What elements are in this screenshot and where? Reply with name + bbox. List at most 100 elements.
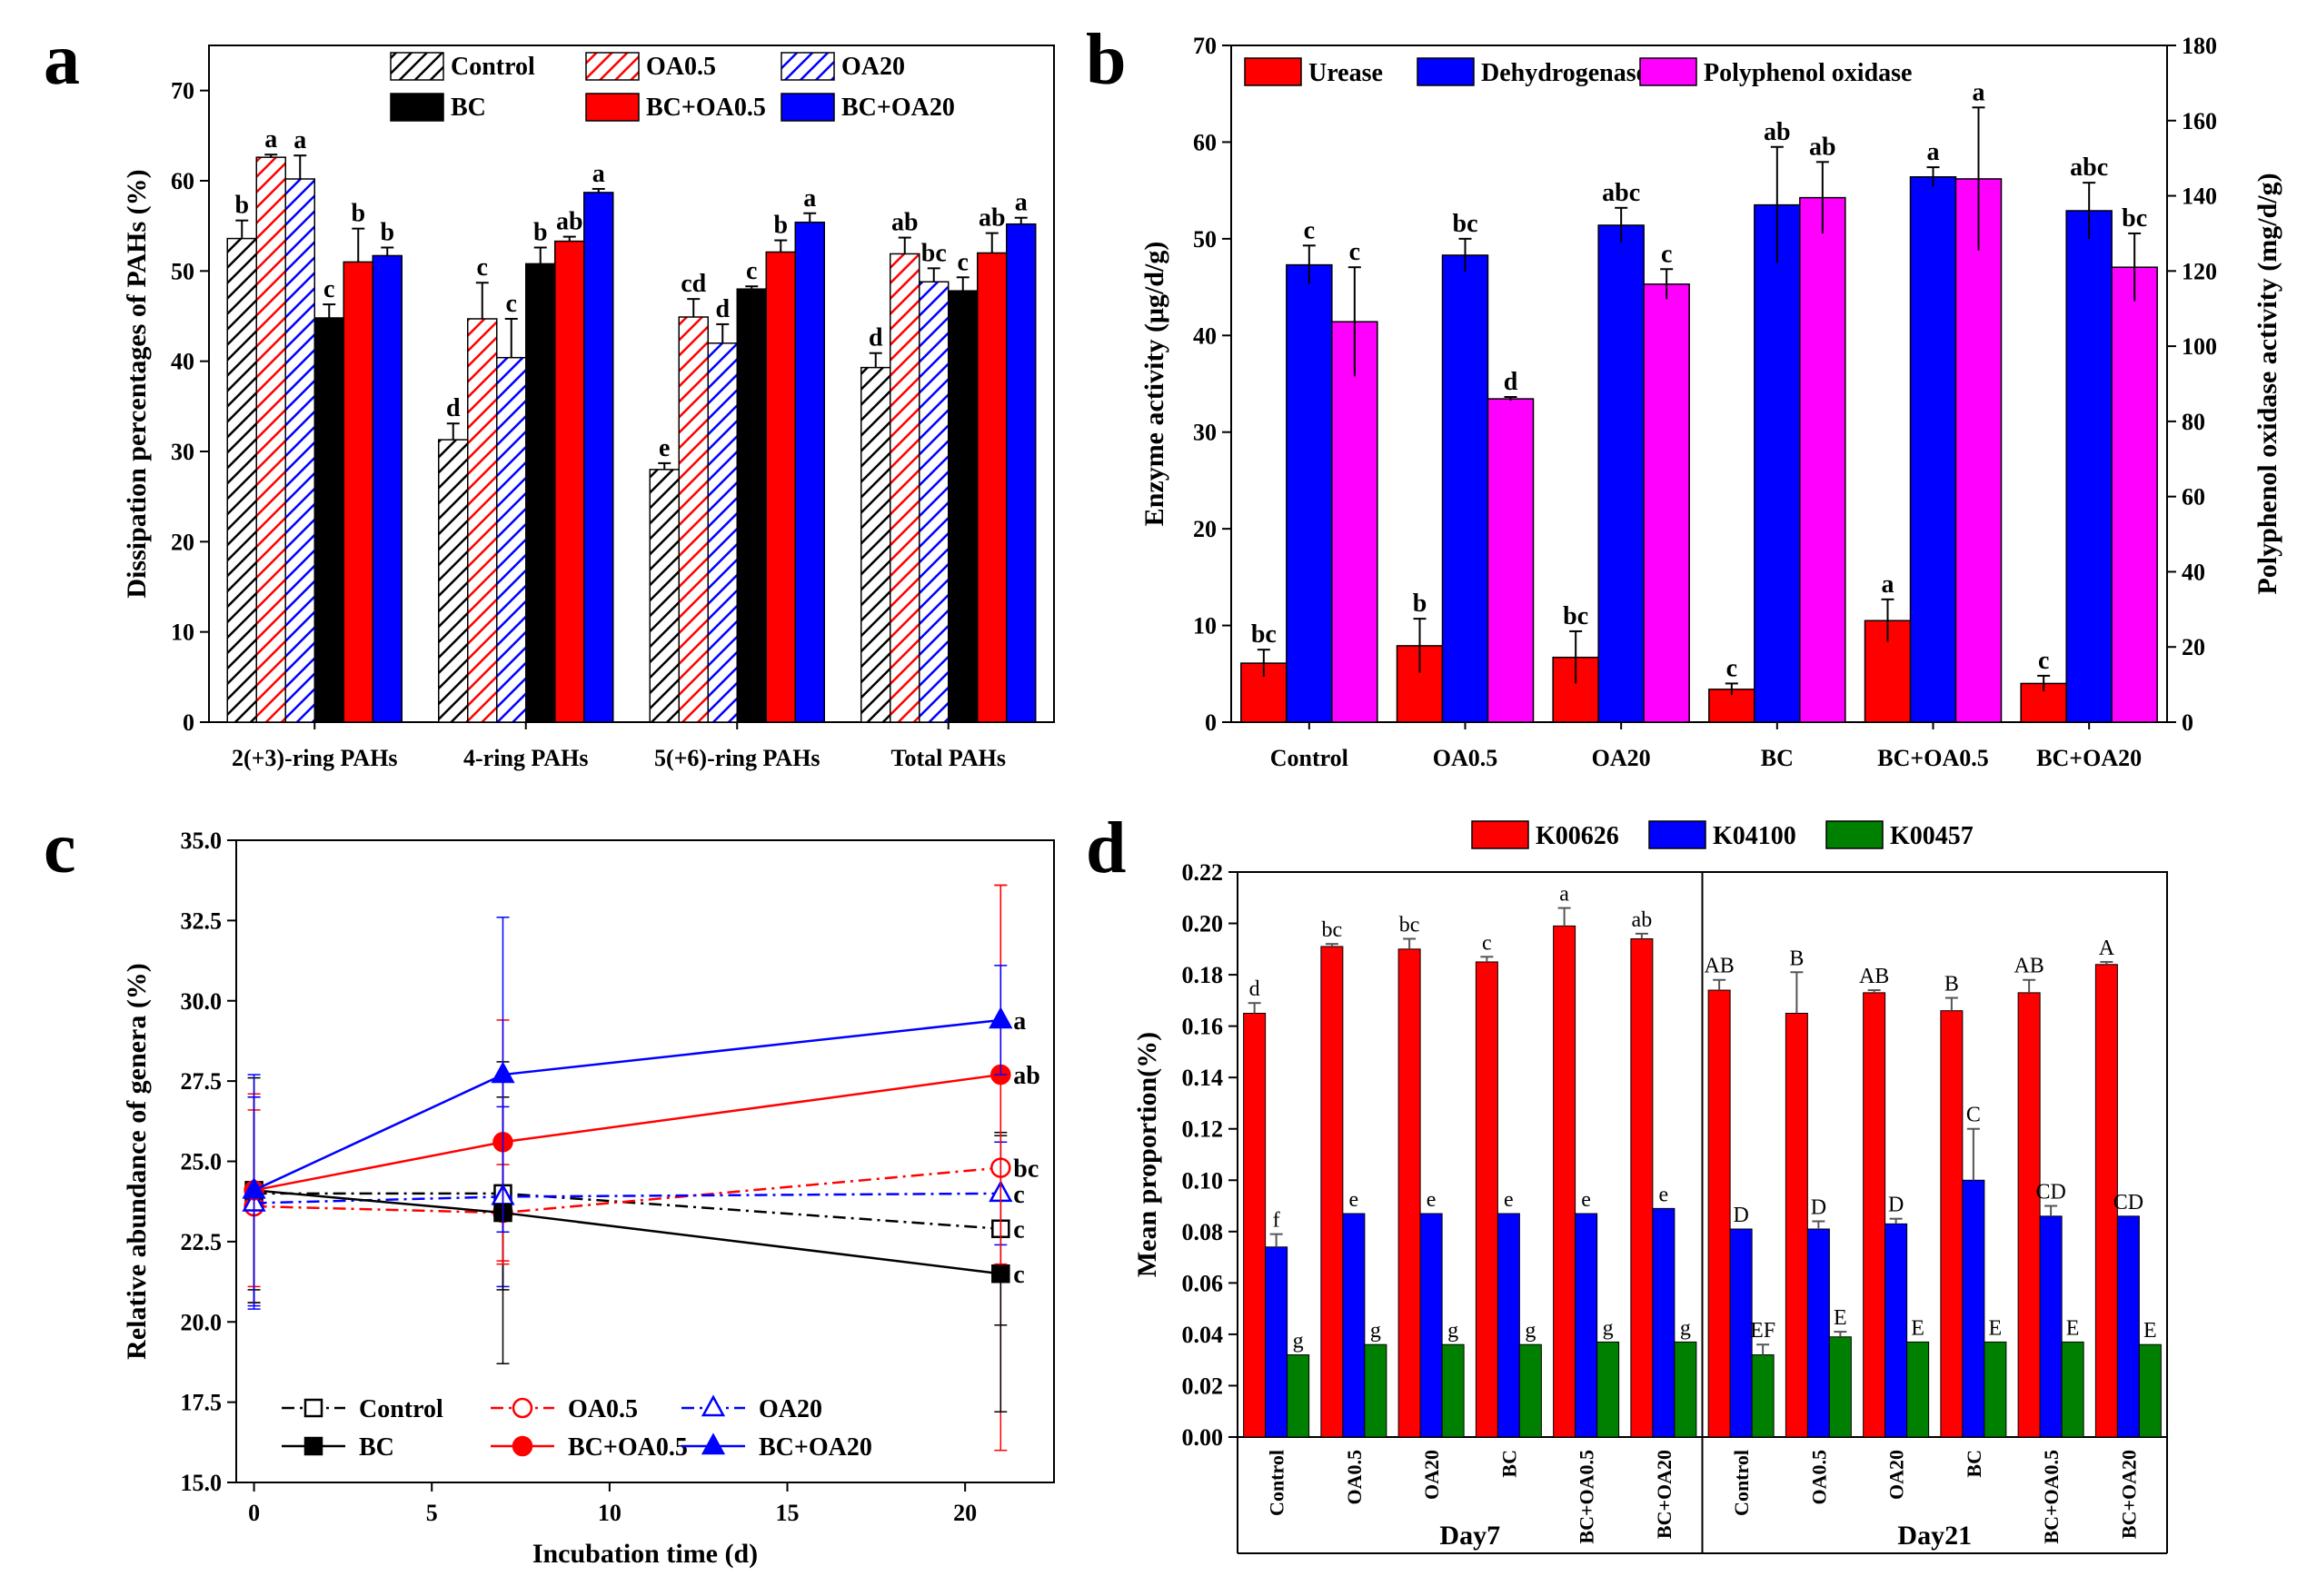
sig-label: E [2066, 1316, 2080, 1340]
y-axis-label: Dissipation percentages of PAHs (%) [122, 169, 152, 598]
sig-label: c [1349, 238, 1360, 266]
sig-label: d [1504, 368, 1518, 396]
legend-swatch-oa0-5 [585, 52, 640, 81]
bar-k04100-6 [1729, 1228, 1753, 1438]
sig-label: a [1882, 570, 1894, 599]
legend-swatch-bc [390, 93, 444, 122]
y-tick-label: 60 [171, 168, 194, 194]
x-tick-label: 5(+6)-ring PAHs [654, 745, 820, 771]
bar-k00457-4 [1596, 1341, 1620, 1438]
sig-label: a [803, 184, 816, 213]
bar-oa0-5-3 [890, 253, 920, 723]
legend-marker-control [303, 1398, 323, 1418]
x-tick-label: Control [1270, 745, 1348, 771]
sig-label: g [1447, 1319, 1458, 1343]
bar-bc-oa0-5-1 [554, 240, 585, 723]
x-tick-label: BC+OA20 [2117, 1450, 2140, 1539]
sig-label: ab [556, 208, 583, 236]
x-tick-label: 0 [248, 1500, 260, 1526]
x-axis-label: Incubation time (d) [532, 1539, 758, 1569]
sig-label: c [746, 257, 757, 285]
y-tick-label: 15.0 [181, 1470, 223, 1496]
sig-label: e [1581, 1188, 1591, 1212]
sig-label: f [1273, 1209, 1280, 1233]
group-label-day7: Day7 [1439, 1521, 1500, 1551]
bar-bc-oa0-5-3 [977, 252, 1008, 723]
y-tick-label: 0.20 [1182, 911, 1224, 937]
sig-label: E [1989, 1316, 2003, 1340]
sig-label: a [592, 160, 605, 188]
bar-control-3 [860, 366, 891, 723]
legend-label-bc: BC [451, 94, 486, 122]
sig-label: bc [1251, 620, 1277, 649]
y-tick-label: 0 [183, 709, 194, 736]
y-tick-label: 30 [171, 439, 194, 465]
bar-k00626-0 [1243, 1013, 1267, 1438]
bar-k04100-5 [1652, 1207, 1676, 1438]
sig-label: bc [1453, 210, 1478, 238]
y-tick-label: 10 [171, 620, 194, 646]
legend-label-k00457: K00457 [1890, 822, 1974, 850]
sig-label: d [1249, 977, 1260, 1001]
bar-dehydrogenase-1 [1441, 254, 1489, 723]
y-tick-label: 0 [1205, 709, 1217, 736]
panel-letter-b: b [1086, 20, 1127, 100]
sig-label: e [1349, 1188, 1359, 1212]
legend-label-oa20: OA20 [841, 53, 905, 81]
point-bc-oa20 [242, 1176, 266, 1199]
bar-bc-oa20-0 [372, 254, 403, 723]
x-tick-label: Control [1266, 1450, 1288, 1516]
sig-label: E [1911, 1316, 1924, 1340]
bar-bc-oa20-1 [583, 192, 614, 723]
y-tick-label: 27.5 [181, 1068, 223, 1095]
legend-label-oa0-5: OA0.5 [646, 53, 716, 81]
bar-k04100-4 [1575, 1213, 1598, 1438]
sig-label: ab [891, 209, 919, 237]
bar-oa20-1 [496, 356, 527, 723]
x-tick-label: 4-ring PAHs [463, 745, 588, 771]
sig-label: abc [2070, 154, 2108, 182]
legend-swatch-dehydrogenase [1417, 57, 1475, 86]
y2-tick-label: 20 [2182, 634, 2205, 660]
x-tick-label: BC+OA20 [1653, 1450, 1676, 1539]
y-tick-label: 0.06 [1182, 1270, 1224, 1296]
bar-k00457-9 [1984, 1341, 2007, 1438]
y-tick-label: 0.12 [1182, 1116, 1224, 1143]
bar-k00457-6 [1751, 1354, 1775, 1438]
y-tick-label: 30.0 [181, 988, 223, 1015]
sig-label: ab [1632, 908, 1653, 932]
sig-label: E [2143, 1319, 2157, 1343]
y2-tick-label: 140 [2182, 183, 2217, 210]
y-tick-label: 0.08 [1182, 1219, 1224, 1245]
bar-polyphenol-oxidase-1 [1487, 398, 1535, 723]
sig-label: D [1733, 1204, 1748, 1227]
y-tick-label: 70 [171, 78, 194, 104]
x-tick-label: BC+OA20 [2036, 745, 2142, 771]
sig-label: AB [1859, 965, 1889, 988]
sig-label: d [446, 394, 461, 422]
point-bc [991, 1264, 1010, 1284]
x-tick-label: Total PAHs [891, 745, 1006, 771]
panel-b-chart: 0 10 20 30 40 50 60 70 0 20 40 60 80 100 120 140 160 180 E… [1139, 33, 2282, 771]
sig-label: b [533, 219, 548, 247]
y-tick-label: 60 [1193, 129, 1217, 155]
bar-k04100-0 [1265, 1246, 1288, 1438]
bar-k00457-1 [1364, 1343, 1387, 1438]
sig-label: g [1603, 1316, 1614, 1340]
bar-k00626-2 [1397, 948, 1421, 1438]
bar-k00626-7 [1785, 1013, 1808, 1438]
sig-label: cd [681, 270, 706, 298]
bar-k04100-3 [1497, 1213, 1520, 1438]
y-tick-label: 0.00 [1182, 1424, 1224, 1451]
y-tick-label: 32.5 [181, 907, 223, 934]
sig-label: g [1525, 1319, 1536, 1343]
y2-tick-label: 40 [2182, 559, 2205, 585]
bar-k00457-7 [1828, 1336, 1852, 1438]
bar-bc-1 [525, 263, 556, 723]
bar-k00457-10 [2061, 1341, 2084, 1438]
bar-control-1 [438, 439, 469, 723]
legend-swatch-oa20 [781, 52, 835, 81]
series-line-oa0-5 [254, 1166, 1001, 1214]
sig-label: e [1504, 1188, 1514, 1212]
y-tick-label: 40 [171, 349, 194, 375]
